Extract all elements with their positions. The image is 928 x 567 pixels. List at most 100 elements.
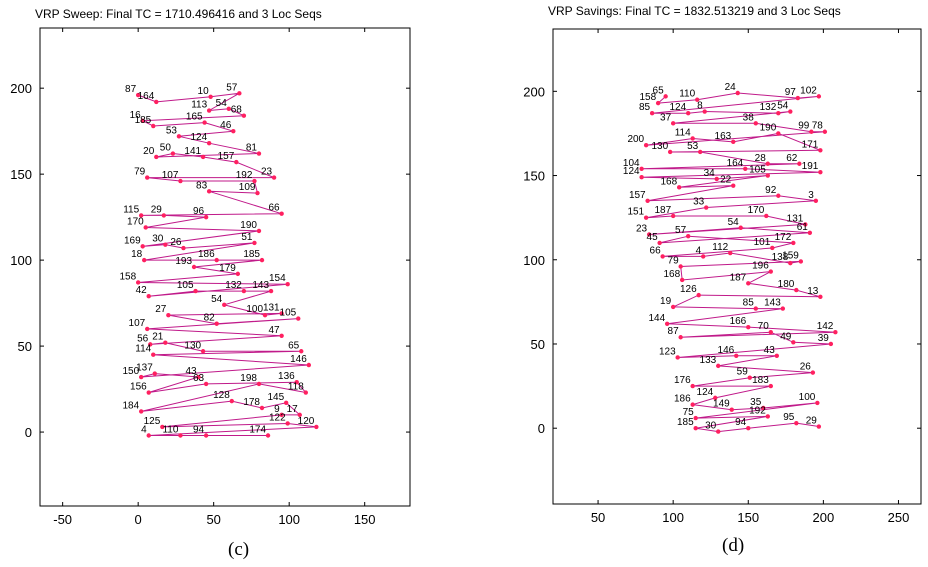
location-marker: [255, 190, 260, 196]
location-label: 179: [219, 263, 236, 274]
location-marker: [818, 294, 823, 300]
location-marker: [314, 424, 319, 430]
location-marker: [146, 433, 151, 438]
location-marker: [152, 371, 157, 376]
location-label: 112: [712, 242, 728, 253]
y-tick-label: 150: [523, 169, 545, 184]
location-label: 107: [162, 170, 179, 181]
location-marker: [693, 426, 698, 431]
x-tick-label: 150: [354, 512, 376, 527]
location-label: 143: [764, 298, 781, 309]
location-marker: [729, 407, 734, 412]
location-label: 34: [704, 168, 716, 179]
location-marker: [765, 414, 770, 419]
location-label: 164: [138, 91, 155, 102]
plot-frame: [39, 27, 411, 507]
location-label: 68: [231, 105, 243, 116]
location-marker: [639, 166, 644, 172]
location-marker: [222, 302, 227, 308]
location-marker: [202, 120, 207, 125]
location-label: 165: [186, 112, 203, 123]
location-label: 94: [735, 417, 747, 428]
location-marker: [794, 287, 799, 293]
location-marker: [145, 326, 150, 332]
location-marker: [306, 362, 312, 368]
location-label: 168: [660, 176, 677, 187]
location-marker: [768, 383, 773, 389]
location-label: 169: [124, 235, 141, 246]
location-label: 50: [160, 143, 172, 154]
location-label: 87: [125, 84, 137, 95]
location-marker: [146, 390, 151, 395]
location-marker: [178, 178, 183, 184]
location-label: 144: [648, 313, 665, 324]
location-label: 81: [246, 143, 258, 154]
location-label: 158: [119, 271, 136, 282]
location-label: 39: [818, 333, 830, 344]
location-marker: [256, 228, 262, 234]
location-label: 54: [216, 98, 228, 109]
location-label: 146: [290, 354, 307, 365]
location-label: 146: [718, 345, 735, 356]
location-label: 26: [800, 362, 812, 373]
location-marker: [206, 108, 212, 113]
location-marker: [797, 161, 802, 166]
location-marker: [716, 429, 721, 434]
location-marker: [794, 420, 799, 426]
location-marker: [693, 415, 698, 421]
location-label: 97: [785, 87, 797, 98]
location-marker: [670, 304, 676, 310]
location-marker: [297, 412, 302, 418]
location-marker: [649, 111, 655, 116]
location-marker: [135, 280, 141, 285]
location-marker: [268, 288, 274, 294]
location-label: 45: [647, 232, 659, 243]
location-label: 131: [263, 302, 280, 313]
location-marker: [690, 383, 695, 389]
location-marker: [776, 131, 781, 136]
location-label: 141: [184, 146, 201, 157]
location-label: 156: [130, 382, 147, 393]
location-marker: [690, 136, 695, 141]
location-marker: [294, 380, 299, 385]
location-label: 20: [143, 146, 155, 157]
location-label: 13: [807, 286, 819, 297]
location-label: 105: [749, 165, 766, 176]
location-marker: [138, 409, 144, 414]
location-marker: [299, 349, 304, 354]
location-label: 123: [659, 346, 676, 357]
location-label: 185: [243, 249, 260, 260]
location-label: 150: [122, 366, 139, 377]
location-marker: [813, 198, 819, 204]
location-marker: [764, 213, 769, 219]
location-label: 136: [278, 371, 295, 382]
location-label: 18: [131, 249, 143, 260]
location-marker: [702, 109, 707, 114]
chart-title: VRP Savings: Final TC = 1832.513219 and …: [548, 4, 841, 18]
location-marker: [701, 254, 706, 259]
location-label: 27: [155, 304, 167, 315]
location-label: 113: [191, 100, 207, 111]
location-label: 192: [236, 170, 253, 181]
location-label: 33: [693, 197, 705, 208]
y-tick-label: 50: [18, 339, 32, 354]
location-label: 57: [675, 225, 687, 236]
location-marker: [678, 264, 683, 269]
x-tick-label: 100: [278, 512, 300, 527]
location-label: 174: [249, 425, 266, 436]
location-label: 132: [760, 102, 777, 113]
location-label: 83: [196, 180, 208, 191]
location-marker: [271, 175, 277, 180]
location-label: 171: [802, 139, 819, 150]
location-label: 185: [677, 417, 694, 428]
location-label: 142: [817, 321, 834, 332]
location-marker: [639, 175, 644, 180]
location-marker: [235, 271, 241, 277]
location-label: 54: [211, 294, 223, 305]
location-marker: [252, 240, 257, 246]
location-marker: [161, 213, 167, 218]
location-marker: [135, 92, 141, 98]
location-label: 42: [136, 285, 148, 296]
location-marker: [663, 94, 668, 99]
location-marker: [279, 211, 284, 216]
